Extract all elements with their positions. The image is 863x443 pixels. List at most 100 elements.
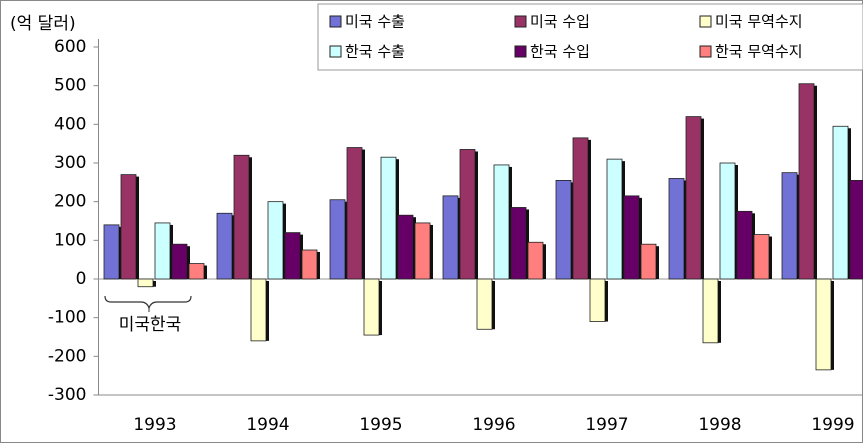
bar-side: [571, 182, 574, 279]
bar-side: [605, 281, 608, 322]
bar-side: [266, 281, 269, 341]
bar: [380, 156, 397, 280]
bar: [685, 116, 702, 280]
bar-side: [701, 118, 704, 279]
bar: [216, 212, 233, 280]
bar: [668, 178, 685, 280]
legend-label: 한국 무역수지: [715, 43, 803, 61]
bar: [397, 214, 414, 280]
annotation: 미국한국: [119, 315, 182, 335]
legend-label: 미국 수출: [345, 13, 405, 31]
y-tick-label: -100: [48, 308, 87, 328]
legend-swatch: [699, 45, 712, 58]
bar: [849, 179, 863, 280]
y-tick-label: -200: [48, 346, 87, 366]
bar: [363, 278, 380, 336]
x-tick-label: 1998: [698, 415, 741, 435]
bar: [493, 164, 510, 280]
bar: [798, 83, 815, 280]
bar-side: [430, 224, 433, 279]
bar: [736, 210, 753, 280]
bar: [623, 195, 640, 280]
bar-side: [639, 197, 642, 279]
unit-label: (억 달러): [10, 14, 76, 34]
bar: [589, 278, 606, 322]
bar-side: [396, 159, 399, 279]
bar-side: [735, 165, 738, 279]
bar-side: [492, 281, 495, 330]
bar-side: [362, 149, 365, 279]
x-tick-label: 1994: [246, 415, 289, 435]
y-tick-label: 100: [54, 230, 86, 250]
bar: [476, 278, 493, 330]
legend-label: 미국 수입: [530, 13, 590, 31]
legend-label: 미국 무역수지: [715, 13, 803, 31]
bar-side: [526, 209, 529, 279]
bar: [250, 278, 267, 342]
x-tick-label: 1993: [133, 415, 176, 435]
bar: [555, 179, 572, 280]
bar-side: [622, 161, 625, 279]
bar-side: [458, 197, 461, 279]
bar-side: [475, 151, 478, 279]
bar: [832, 125, 849, 280]
y-tick-label: 300: [54, 153, 86, 173]
bar-side: [413, 217, 416, 279]
bar: [815, 278, 832, 371]
bar: [459, 149, 476, 280]
bar: [572, 137, 589, 280]
legend-swatch: [514, 15, 527, 28]
x-tick-label: 1997: [585, 415, 628, 435]
bar: [171, 243, 188, 280]
y-tick-label: 400: [54, 114, 86, 134]
bar: [510, 207, 527, 280]
bar: [137, 278, 154, 288]
bar-side: [831, 281, 834, 370]
y-tick-label: 600: [54, 37, 86, 57]
x-tick-label: 1996: [472, 415, 515, 435]
bar: [527, 241, 544, 280]
bar-side: [718, 281, 721, 343]
bar-side: [588, 139, 591, 279]
bar-side: [187, 246, 190, 279]
legend-box: [317, 3, 863, 71]
y-tick-label: 0: [76, 269, 87, 289]
bar-side: [232, 215, 235, 279]
legend-swatch: [329, 15, 342, 28]
legend-label: 한국 수출: [345, 43, 405, 61]
bar-side: [656, 246, 659, 279]
bar-side: [283, 203, 286, 279]
bar: [267, 201, 284, 280]
bar-side: [136, 176, 139, 279]
legend-label: 한국 수입: [530, 43, 590, 61]
bar-side: [204, 265, 207, 279]
bar-side: [543, 244, 546, 279]
bar: [781, 172, 798, 280]
bar-side: [249, 157, 252, 279]
bar-side: [684, 180, 687, 279]
bar-side: [317, 252, 320, 279]
legend-swatch: [514, 45, 527, 58]
bar-side: [345, 201, 348, 279]
bar: [719, 162, 736, 280]
bar-side: [848, 128, 851, 279]
bar: [329, 199, 346, 280]
bar: [442, 195, 459, 280]
y-tick-label: 200: [54, 192, 86, 212]
bar: [284, 232, 301, 280]
bar: [233, 154, 250, 280]
bar: [120, 174, 137, 280]
bar: [188, 263, 205, 280]
bar: [103, 224, 120, 280]
legend-swatch: [699, 15, 712, 28]
bar: [414, 222, 431, 280]
bar-side: [509, 166, 512, 279]
bar-side: [170, 224, 173, 279]
legend-swatch: [329, 45, 342, 58]
bar: [606, 158, 623, 280]
y-tick-label: -300: [48, 385, 87, 405]
y-tick-label: 500: [54, 76, 86, 96]
